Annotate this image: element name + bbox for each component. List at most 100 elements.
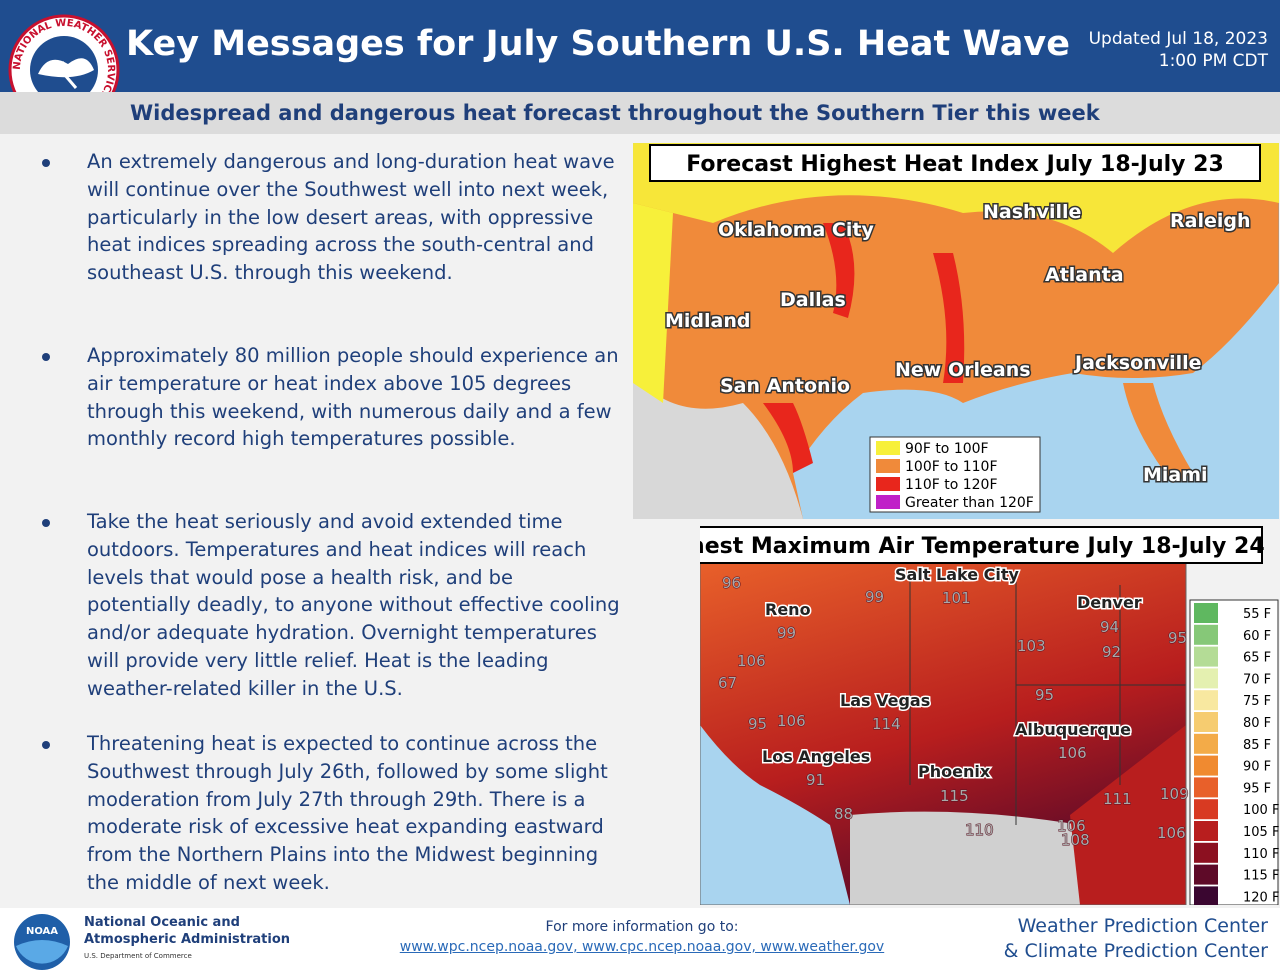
legend-swatch <box>1194 712 1218 732</box>
temp-label: 106 <box>737 652 766 670</box>
temp-label: 106 <box>1057 817 1086 835</box>
city-label: San Antonio <box>720 375 850 397</box>
footer-bar <box>0 908 1280 976</box>
legend-label: 110 F <box>1243 847 1279 862</box>
bullet-dot <box>42 741 50 749</box>
city-label: Raleigh <box>1170 210 1251 232</box>
updated: Updated Jul 18, 2023 1:00 PM CDT <box>1089 28 1268 72</box>
legend-swatch <box>1194 603 1218 623</box>
temp-label: 106 <box>1157 824 1186 842</box>
temp-label: 99 <box>777 624 796 642</box>
heat-index-map: Forecast Highest Heat Index July 18-July… <box>633 143 1279 519</box>
legend-swatch <box>1194 733 1218 754</box>
temp-label: 110 <box>965 821 994 839</box>
legend-label: 90F to 100F <box>905 441 989 457</box>
org-line: National Oceanic and <box>84 915 240 930</box>
city-label: Dallas <box>780 289 846 311</box>
legend-swatch <box>876 441 900 455</box>
legend-label: 85 F <box>1243 738 1271 753</box>
temp-label: 106 <box>777 712 806 730</box>
max-temp-map: Highest Maximum Air Temperature July 18-… <box>700 526 1279 905</box>
legend-swatch <box>876 477 900 491</box>
legend-swatch <box>1194 646 1218 667</box>
temp-label: 115 <box>940 787 969 805</box>
updated-time: 1:00 PM CDT <box>1158 51 1268 71</box>
legend-label: 100 F <box>1243 803 1279 818</box>
noaa-logo: NOAA <box>14 914 70 970</box>
temp-label: 99 <box>865 588 884 606</box>
legend-label: 120 F <box>1243 890 1279 905</box>
legend-label: 55 F <box>1243 607 1271 622</box>
city-label: New Orleans <box>895 359 1031 381</box>
legend-swatch <box>1194 668 1218 689</box>
center: Weather Prediction Center <box>1017 915 1268 937</box>
map-title-box <box>700 526 1263 564</box>
bullet-text: An extremely dangerous and long-duration… <box>87 150 615 285</box>
city-label: Atlanta <box>1045 264 1124 286</box>
legend-swatch <box>1194 690 1218 711</box>
legend-label: 95 F <box>1243 781 1271 796</box>
map-title-box <box>649 144 1261 182</box>
bullet-text: Take the heat seriously and avoid extend… <box>87 510 620 700</box>
legend-label: 105 F <box>1243 825 1279 840</box>
map-title: Forecast Highest Heat Index July 18-July… <box>686 152 1224 177</box>
legend-label: 90 F <box>1243 760 1271 775</box>
legend-swatch <box>1194 864 1218 885</box>
bullet-dot <box>42 353 50 361</box>
temp-label: 91 <box>806 771 825 789</box>
temp-label: 101 <box>942 589 971 607</box>
temp-label: 95 <box>1168 629 1187 647</box>
temp-label: 111 <box>1103 790 1132 808</box>
city-label: Reno <box>765 600 811 619</box>
city-label: Phoenix <box>918 762 991 781</box>
temp-label: 95 <box>1035 686 1054 704</box>
temp-label: 88 <box>834 805 853 823</box>
city-label: Las Vegas <box>840 691 930 710</box>
city-label: Miami <box>1143 464 1208 486</box>
legend-label: 70 F <box>1243 672 1271 687</box>
temp-label: 108 <box>1061 831 1090 849</box>
legend-label: 75 F <box>1243 694 1271 709</box>
temp-label: 92 <box>1102 643 1121 661</box>
city-label: Oklahoma City <box>718 219 874 241</box>
org-line: Atmospheric Administration <box>84 932 291 947</box>
subtitle: Widespread and dangerous heat forecast t… <box>130 101 1100 125</box>
bullet-dot <box>42 519 50 527</box>
city-label: Los Angeles <box>762 747 870 766</box>
legend-swatch <box>1194 821 1218 841</box>
centers: Weather Prediction Center & Climate Pred… <box>1004 914 1268 964</box>
temp-label: 114 <box>872 715 901 733</box>
bullet-dot <box>42 159 50 167</box>
city-label: Albuquerque <box>1015 720 1131 739</box>
subtitle-bar <box>0 92 1280 134</box>
legend-swatch <box>876 459 900 473</box>
map-title: Highest Maximum Air Temperature July 18-… <box>700 534 1265 559</box>
city-label: Jacksonville <box>1073 352 1202 374</box>
legend-label: 65 F <box>1243 651 1271 666</box>
bullet-text: Approximately 80 million people should e… <box>87 344 619 451</box>
temp-label: 94 <box>1100 618 1119 636</box>
legend-label: 100F to 110F <box>905 459 998 475</box>
temp-label: 103 <box>1017 637 1046 655</box>
temp-label: 106 <box>1058 744 1087 762</box>
city-label: Nashville <box>983 201 1081 223</box>
department: U.S. Department of Commerce <box>84 952 192 960</box>
legend-swatch <box>1194 842 1218 863</box>
legend-label: Greater than 120F <box>905 495 1034 511</box>
legend-swatch <box>1194 777 1218 798</box>
updated-date: Updated Jul 18, 2023 <box>1088 29 1268 49</box>
city-label: Midland <box>665 310 750 332</box>
legend-label: 80 F <box>1243 716 1271 731</box>
noaa-logo-text: NOAA <box>26 926 58 937</box>
legend-label: 60 F <box>1243 629 1271 644</box>
title: Key Messages for July Southern U.S. Heat… <box>126 24 1070 64</box>
legend-swatch <box>876 495 900 509</box>
legend-label: 110F to 120F <box>905 477 998 493</box>
org: National Oceanic and Atmospheric Adminis… <box>84 914 290 965</box>
legend-swatch <box>1194 886 1218 905</box>
temp-label: 96 <box>722 574 741 592</box>
links[interactable]: www.wpc.ncep.noaa.gov, www.cpc.ncep.noaa… <box>399 939 885 955</box>
city-label: Salt Lake City <box>895 565 1020 584</box>
temp-label: 95 <box>748 715 767 733</box>
